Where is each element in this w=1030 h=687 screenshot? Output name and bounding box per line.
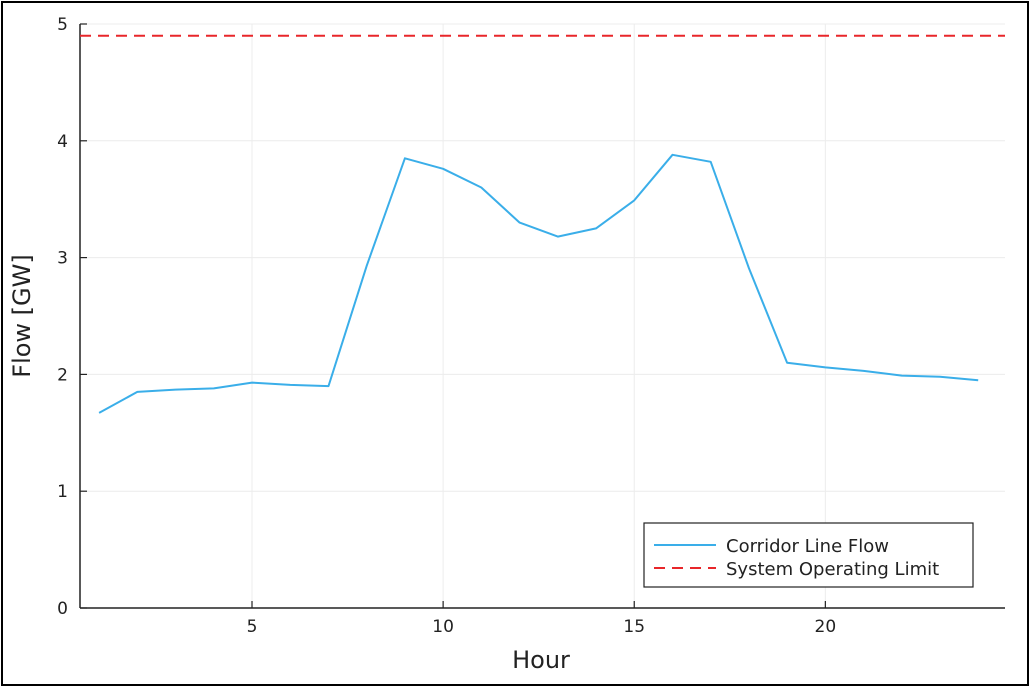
y-tick-label: 3 [57,249,68,269]
y-tick-label: 0 [57,599,68,619]
y-tick-label: 2 [57,365,68,385]
x-tick-label: 10 [432,617,454,637]
series-line-corridor-line-flow [98,153,979,414]
legend-box [643,522,974,588]
series-layer [80,34,1005,414]
x-tick-label: 20 [815,617,837,637]
x-tick-label: 5 [247,617,258,637]
axes [79,23,1005,609]
ticks: 5 10 15 20 0 1 2 3 4 5 [57,15,836,637]
legend-label-system-operating-limit: System Operating Limit [726,559,939,580]
y-tick-label: 4 [57,132,68,152]
legend: Corridor Line Flow System Operating Limi… [643,522,974,588]
y-tick-label: 5 [57,15,68,35]
grid [80,23,1005,609]
legend-label-corridor-line-flow: Corridor Line Flow [726,536,889,557]
y-axis-title: Flow [GW] [8,254,36,377]
x-axis-title: Hour [512,646,570,674]
y-tick-label: 1 [57,482,68,502]
x-tick-label: 15 [623,617,645,637]
